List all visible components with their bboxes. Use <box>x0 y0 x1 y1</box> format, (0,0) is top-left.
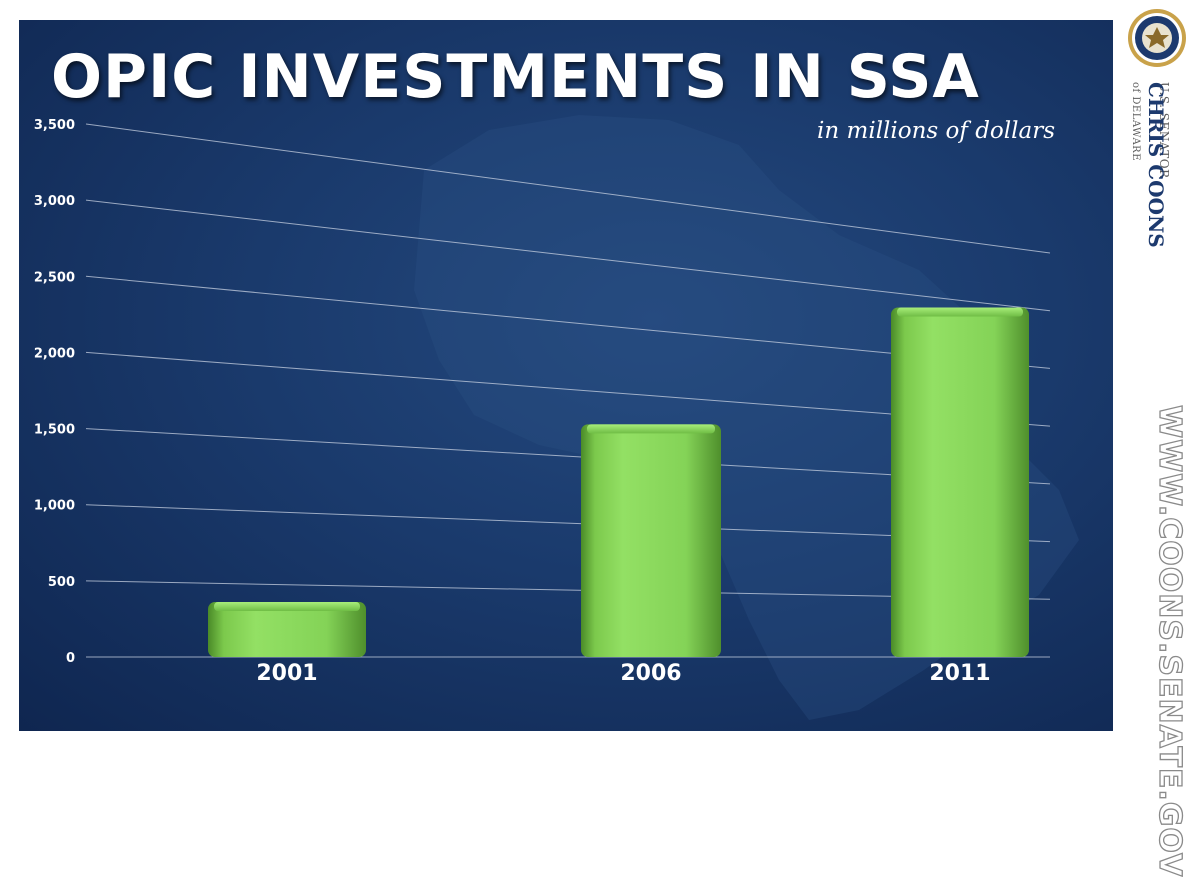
us-senate-seal-icon <box>1128 9 1186 67</box>
bar-2001 <box>208 602 366 657</box>
bar-body <box>581 424 721 657</box>
x-category-label: 2006 <box>620 661 681 686</box>
bar-2006 <box>581 424 721 657</box>
bar-top-highlight <box>587 424 715 434</box>
bars <box>208 307 1029 657</box>
y-tick-label: 2,000 <box>34 346 75 361</box>
bar-body <box>208 602 366 657</box>
gridline <box>85 199 1051 312</box>
y-tick-label: 0 <box>66 651 75 666</box>
y-tick-label: 3,000 <box>34 194 75 209</box>
website-link[interactable]: WWW.COONS.SENATE.GOV <box>1151 404 1187 877</box>
chart-title: OPIC INVESTMENTS IN SSA <box>51 42 980 112</box>
y-axis-tick-labels: 0 500 1,000 1,500 2,000 2,500 3,000 3,500 <box>34 118 75 666</box>
x-axis-category-labels: 2001 2006 2011 <box>256 661 990 686</box>
x-category-label: 2001 <box>256 661 317 686</box>
chart-panel: OPIC INVESTMENTS IN SSA in millions of d… <box>19 20 1113 731</box>
bar-top-highlight <box>214 602 360 612</box>
gridline <box>85 123 1051 254</box>
gridlines <box>85 123 1051 658</box>
bar-top-highlight <box>897 307 1023 317</box>
gridline <box>85 428 1051 485</box>
x-category-label: 2011 <box>929 661 990 686</box>
y-tick-label: 3,500 <box>34 118 75 133</box>
chart-subtitle: in millions of dollars <box>817 118 1055 144</box>
gridline <box>85 580 1051 600</box>
gridline <box>85 351 1051 427</box>
gridline <box>85 275 1051 369</box>
y-tick-label: 1,500 <box>34 423 75 438</box>
senator-state: of DELAWARE <box>1130 82 1141 162</box>
y-tick-label: 2,500 <box>34 270 75 285</box>
gridline <box>85 504 1051 543</box>
branding-sidebar <box>1113 0 1200 750</box>
y-tick-label: 1,000 <box>34 499 75 514</box>
senator-name: CHRIS COONS <box>1144 82 1168 248</box>
y-tick-label: 500 <box>48 575 75 590</box>
bar-body <box>891 307 1029 657</box>
bar-2011 <box>891 307 1029 657</box>
